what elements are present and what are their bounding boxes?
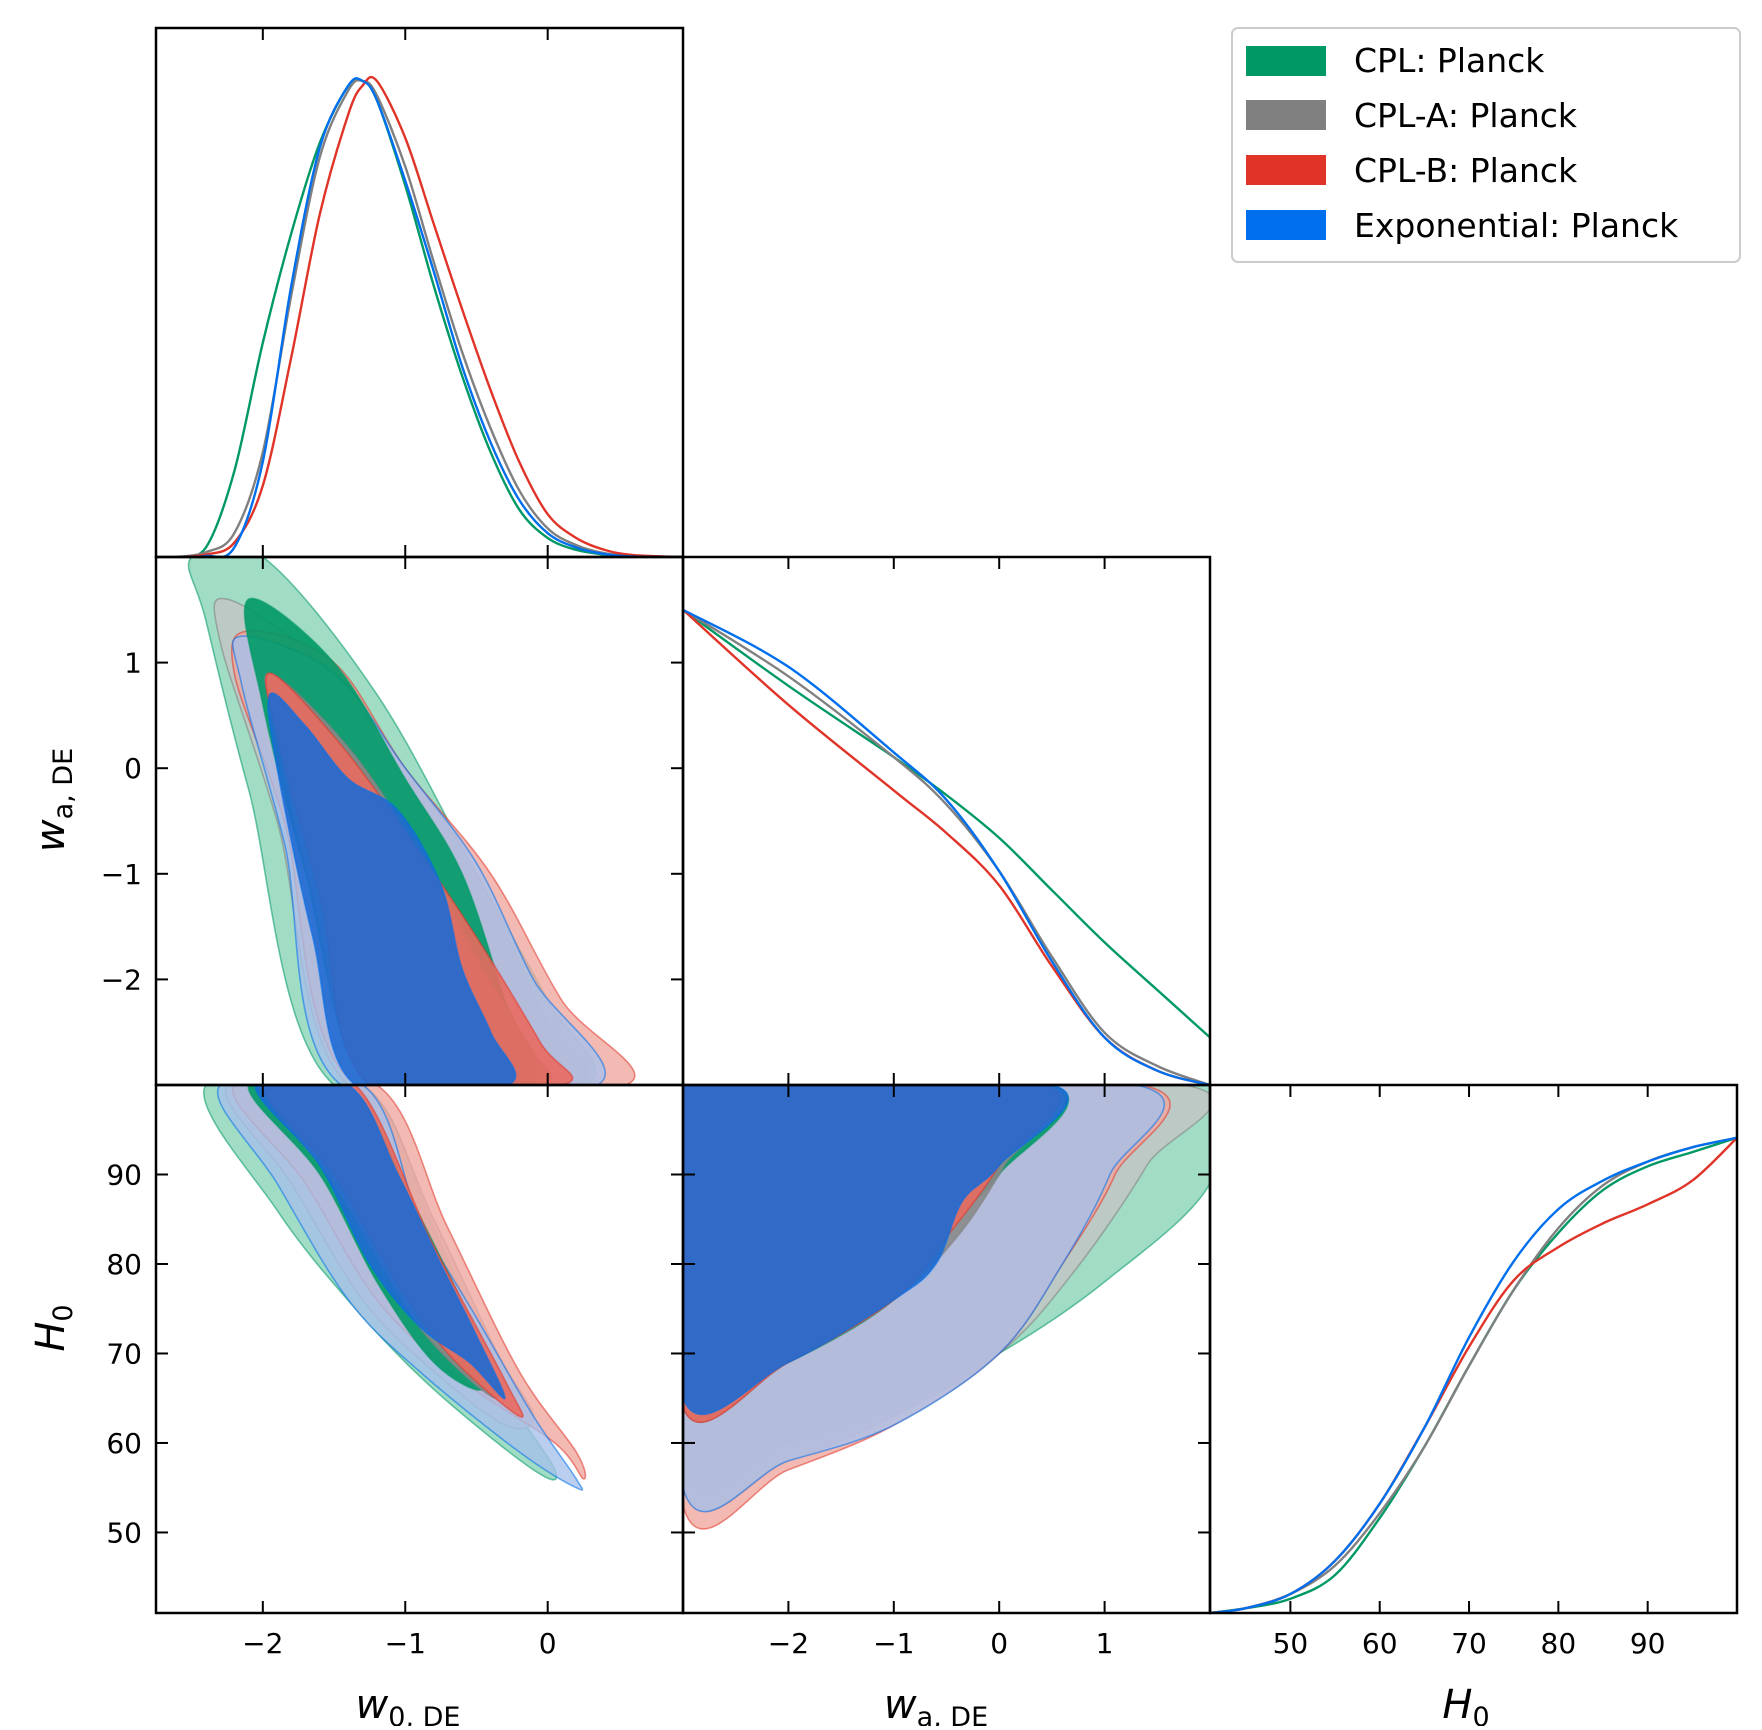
ylabel-H0: H0 [28, 1304, 79, 1351]
xtick-label-w0: −2 [242, 1627, 283, 1660]
legend-swatch-cpl-a [1246, 100, 1326, 130]
contour-panel-w0_H0 [203, 1085, 587, 1491]
ytick-label-H0: 90 [106, 1158, 142, 1191]
xtick-label-wa: 1 [1096, 1627, 1114, 1660]
marginal-panel-H0 [1210, 1136, 1737, 1613]
xtick-label-w0: −1 [385, 1627, 426, 1660]
frame-layer [154, 26, 1739, 1615]
xlabel-H0: H0 [1442, 1682, 1489, 1726]
xlabel-w0: w0, DE [356, 1682, 461, 1726]
contour-exponential-planck-68-w0_wa [267, 692, 517, 1085]
legend-swatch-cpl-b [1246, 155, 1326, 185]
contour-layer [187, 557, 1210, 1530]
ytick-label-H0: 60 [106, 1427, 142, 1460]
xtick-label-H0: 90 [1630, 1627, 1666, 1660]
legend-swatch-exponential [1246, 210, 1326, 240]
marginal-wa-exponential-planck [683, 608, 1210, 1085]
legend-label-exponential: Exponential: Planck [1354, 206, 1679, 245]
marginal-w0-cpl-b-planck [177, 75, 683, 557]
tick-layer: −2 −1 0 −2 −1 0 1 50 60 70 80 90 −2 −1 0 1 50 60 70 80 90 [101, 28, 1666, 1660]
legend-box [1231, 27, 1741, 263]
xlabel-wa: wa, DE [884, 1682, 988, 1726]
marginal-panel-w0 [177, 75, 683, 557]
legend-label-cpl-b: CPL-B: Planck [1354, 151, 1578, 190]
marginal-H0-exponential-planck [1210, 1136, 1737, 1613]
ytick-label-H0: 70 [106, 1337, 142, 1370]
marginal-w0-cpl-a-planck [177, 79, 683, 557]
legend-label-cpl-a: CPL-A: Planck [1354, 96, 1578, 135]
marginal-layer [177, 75, 1737, 1613]
legend-swatch-cpl [1246, 46, 1326, 76]
ylabel-wa: wa, DE [28, 748, 79, 852]
contour-panel-w0_wa [187, 557, 636, 1085]
ytick-label-wa: −2 [101, 963, 142, 996]
xtick-label-H0: 70 [1451, 1627, 1487, 1660]
xtick-label-w0: 0 [539, 1627, 557, 1660]
xtick-label-wa: 0 [990, 1627, 1008, 1660]
ytick-label-wa: −1 [101, 858, 142, 891]
contour-exponential-planck-68-wa_H0 [683, 1085, 1069, 1416]
ytick-label-wa: 0 [124, 752, 142, 785]
ytick-label-wa: 1 [124, 647, 142, 680]
ytick-label-H0: 80 [106, 1248, 142, 1281]
ytick-label-H0: 50 [106, 1516, 142, 1549]
legend-label-cpl: CPL: Planck [1354, 41, 1545, 80]
xtick-label-H0: 80 [1541, 1627, 1577, 1660]
contour-exponential-planck-68-w0_H0 [254, 1085, 506, 1400]
marginal-w0-exponential-planck [177, 77, 683, 557]
marginal-wa-cpl-planck [683, 608, 1210, 1039]
panel-frame-2-2 [1208, 1083, 1739, 1615]
marginal-panel-wa [683, 608, 1210, 1085]
legend: CPL: Planck CPL-A: Planck CPL-B: Planck … [1231, 27, 1741, 263]
xtick-label-wa: −1 [873, 1627, 914, 1660]
xtick-label-H0: 60 [1362, 1627, 1398, 1660]
xtick-label-H0: 50 [1273, 1627, 1309, 1660]
xtick-label-wa: −2 [768, 1627, 809, 1660]
contour-panel-wa_H0 [683, 1085, 1210, 1530]
